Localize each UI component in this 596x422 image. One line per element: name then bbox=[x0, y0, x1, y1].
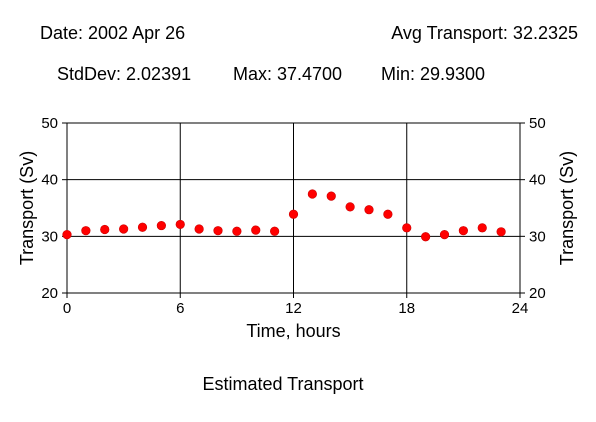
data-point bbox=[137, 222, 148, 232]
y-tick-label-left: 50 bbox=[41, 115, 58, 132]
min-label: Min: 29.9300 bbox=[381, 64, 486, 84]
data-point bbox=[251, 225, 261, 235]
data-point bbox=[156, 220, 166, 231]
data-point bbox=[364, 205, 374, 215]
y-tick-label-right: 20 bbox=[529, 285, 546, 302]
data-point bbox=[213, 226, 223, 236]
y-tick-label-right: 50 bbox=[529, 115, 546, 132]
x-tick-label: 24 bbox=[512, 300, 529, 317]
data-point bbox=[439, 230, 450, 240]
data-point bbox=[270, 226, 280, 236]
date-label: Date: 2002 Apr 26 bbox=[40, 23, 186, 43]
data-point bbox=[477, 223, 487, 233]
data-point bbox=[62, 230, 72, 240]
data-point bbox=[496, 227, 506, 237]
x-tick-label: 12 bbox=[285, 300, 302, 317]
y-axis-label-left: Transport (Sv) bbox=[17, 151, 37, 265]
avg-transport-label: Avg Transport: 32.2325 bbox=[391, 23, 578, 43]
x-axis-label: Time, hours bbox=[246, 321, 340, 341]
chart-caption: Estimated Transport bbox=[202, 374, 364, 394]
y-axis-label-right: Transport (Sv) bbox=[557, 151, 577, 265]
data-point bbox=[100, 224, 110, 235]
data-point bbox=[421, 232, 431, 242]
y-tick-label-left: 30 bbox=[41, 228, 58, 245]
data-point bbox=[402, 223, 412, 233]
data-point bbox=[383, 209, 393, 219]
data-point bbox=[119, 224, 129, 234]
stddev-label: StdDev: 2.02391 bbox=[57, 64, 192, 84]
data-point bbox=[232, 226, 242, 236]
data-point bbox=[345, 202, 355, 212]
data-point bbox=[194, 224, 204, 234]
data-point bbox=[288, 209, 299, 219]
x-tick-label: 18 bbox=[398, 300, 415, 317]
data-point bbox=[458, 226, 468, 236]
y-tick-label-right: 40 bbox=[529, 172, 546, 189]
x-tick-label: 6 bbox=[176, 300, 184, 317]
max-label: Max: 37.4700 bbox=[233, 64, 343, 84]
x-tick-label: 0 bbox=[63, 300, 71, 317]
y-tick-label-right: 30 bbox=[529, 228, 546, 245]
y-tick-label-left: 20 bbox=[41, 285, 58, 302]
data-point bbox=[326, 191, 336, 201]
data-point bbox=[81, 226, 91, 236]
data-point bbox=[307, 189, 317, 199]
y-tick-label-left: 40 bbox=[41, 172, 58, 189]
data-point bbox=[175, 219, 185, 230]
